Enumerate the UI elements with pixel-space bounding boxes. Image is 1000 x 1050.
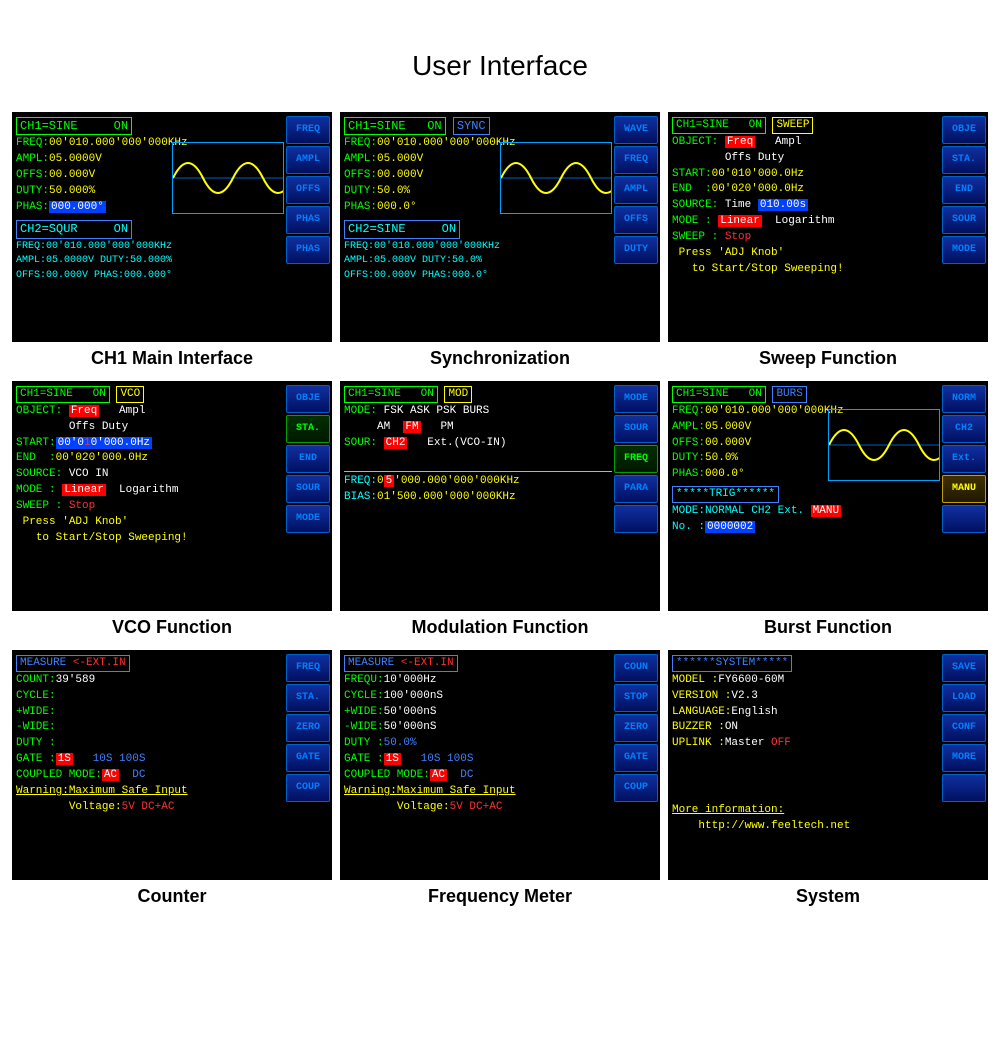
screen-sweep: CH1=SINE ON SWEEP OBJECT: Freq Ampl Offs…	[668, 112, 988, 342]
btn-duty[interactable]: DUTY	[614, 236, 658, 264]
screen-system: ******SYSTEM***** MODEL :FY6600-60M VERS…	[668, 650, 988, 880]
screen-modulation: CH1=SINE ON MOD MODE: FSK ASK PSK BURS A…	[340, 381, 660, 611]
screen-burst: CH1=SINE ON BURS FREQ:00'010.000'000'000…	[668, 381, 988, 611]
btn-mode[interactable]: MODE	[614, 385, 658, 413]
btn-save[interactable]: SAVE	[942, 654, 986, 682]
screen-counter: MEASURE <-EXT.IN COUNT:39'589 CYCLE: +WI…	[12, 650, 332, 880]
caption: Modulation Function	[340, 617, 660, 638]
screen-freq-meter: MEASURE <-EXT.IN FREQU:10'000Hz CYCLE:10…	[340, 650, 660, 880]
btn-zero[interactable]: ZERO	[286, 714, 330, 742]
btn-sour[interactable]: SOUR	[614, 415, 658, 443]
btn-phas2[interactable]: PHAS	[286, 236, 330, 264]
btn-conf[interactable]: CONF	[942, 714, 986, 742]
btn-freq[interactable]: FREQ	[614, 146, 658, 174]
btn-obje[interactable]: OBJE	[286, 385, 330, 413]
btn-manu[interactable]: MANU	[942, 475, 986, 503]
btn-sta[interactable]: STA.	[286, 415, 330, 443]
btn-coup[interactable]: COUP	[614, 774, 658, 802]
waveform-sync	[500, 142, 612, 214]
caption: System	[668, 886, 988, 907]
btn-gate[interactable]: GATE	[614, 744, 658, 772]
btn-mode[interactable]: MODE	[286, 505, 330, 533]
btn-more[interactable]: MORE	[942, 744, 986, 772]
screen-grid: CH1=SINE ON FREQ:00'010.000'000'000KHz A…	[0, 112, 1000, 907]
btn-offs[interactable]: OFFS	[286, 176, 330, 204]
btn-sta[interactable]: STA.	[286, 684, 330, 712]
btn-empty[interactable]	[614, 505, 658, 533]
btn-freq[interactable]: FREQ	[286, 654, 330, 682]
screen-ch1-main: CH1=SINE ON FREQ:00'010.000'000'000KHz A…	[12, 112, 332, 342]
btn-coun[interactable]: COUN	[614, 654, 658, 682]
btn-ampl[interactable]: AMPL	[286, 146, 330, 174]
caption: Counter	[12, 886, 332, 907]
btn-sta[interactable]: STA.	[942, 146, 986, 174]
btn-end[interactable]: END	[942, 176, 986, 204]
caption: Frequency Meter	[340, 886, 660, 907]
caption: VCO Function	[12, 617, 332, 638]
screen-sync: CH1=SINE ON SYNC FREQ:00'010.000'000'000…	[340, 112, 660, 342]
caption: Burst Function	[668, 617, 988, 638]
btn-ext[interactable]: Ext.	[942, 445, 986, 473]
btn-end[interactable]: END	[286, 445, 330, 473]
waveform-ch1	[172, 142, 284, 214]
waveform-burst	[828, 409, 940, 481]
caption: Synchronization	[340, 348, 660, 369]
btn-ampl[interactable]: AMPL	[614, 176, 658, 204]
btn-load[interactable]: LOAD	[942, 684, 986, 712]
screen-vco: CH1=SINE ON VCO OBJECT: Freq Ampl Offs D…	[12, 381, 332, 611]
btn-coup[interactable]: COUP	[286, 774, 330, 802]
btn-ch2[interactable]: CH2	[942, 415, 986, 443]
btn-norm[interactable]: NORM	[942, 385, 986, 413]
caption: CH1 Main Interface	[12, 348, 332, 369]
caption: Sweep Function	[668, 348, 988, 369]
btn-gate[interactable]: GATE	[286, 744, 330, 772]
btn-zero[interactable]: ZERO	[614, 714, 658, 742]
btn-empty[interactable]	[942, 505, 986, 533]
btn-para[interactable]: PARA	[614, 475, 658, 503]
btn-freq[interactable]: FREQ	[614, 445, 658, 473]
btn-empty[interactable]	[942, 774, 986, 802]
btn-sour[interactable]: SOUR	[286, 475, 330, 503]
btn-phas[interactable]: PHAS	[286, 206, 330, 234]
btn-stop[interactable]: STOP	[614, 684, 658, 712]
btn-mode[interactable]: MODE	[942, 236, 986, 264]
btn-obje[interactable]: OBJE	[942, 116, 986, 144]
btn-freq[interactable]: FREQ	[286, 116, 330, 144]
btn-sour[interactable]: SOUR	[942, 206, 986, 234]
btn-wave[interactable]: WAVE	[614, 116, 658, 144]
btn-offs[interactable]: OFFS	[614, 206, 658, 234]
page-title: User Interface	[0, 50, 1000, 82]
